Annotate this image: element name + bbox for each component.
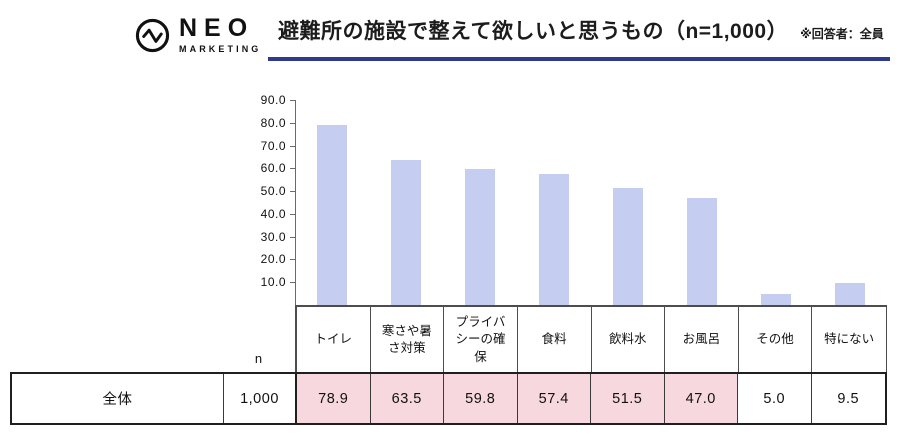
respondent-note: ※回答者：全員 [800,27,884,41]
bar-slot [369,100,443,305]
category-cell: トイレ [297,307,371,373]
brand-text: NEO MARKETING [179,14,262,55]
bar [687,197,717,305]
bar-slot [517,100,591,305]
page-title: 避難所の施設で整えて欲しいと思うもの（n=1,000） [278,20,789,43]
neo-marketing-logo: NEO MARKETING [135,16,261,54]
category-header-row: トイレ 寒さや暑さ対策 プライバシーの確保 食料 飲料水 お風呂 その他 特にない [295,305,887,373]
value-cell: 5.0 [738,374,812,423]
bar [317,125,347,305]
brand-subtitle: MARKETING [179,44,262,54]
category-cell: プライバシーの確保 [444,307,518,373]
pulse-circle-icon [135,18,170,52]
bar-chart [290,100,887,305]
y-tick-mark [290,122,295,124]
bar [465,168,495,305]
bar-slot [813,100,887,305]
y-tick-mark [290,168,295,170]
bar-slot [591,100,665,305]
value-cell: 59.8 [444,374,518,423]
y-tick-mark [290,191,295,193]
n-value-cell: 1,000 [224,374,297,423]
y-tick-label: 30.0 [260,229,286,244]
category-cell: 寒さや暑さ対策 [371,307,445,373]
value-cell: 78.9 [297,374,371,423]
y-tick-mark [290,282,295,284]
y-axis-labels: 90.0 80.0 70.0 60.0 50.0 40.0 30.0 20.0 10.0 [230,93,290,305]
y-tick-label: 20.0 [260,252,286,267]
bar [761,293,791,305]
y-tick-label: 70.0 [260,138,286,153]
bar [391,160,421,305]
y-tick-mark [290,259,295,261]
value-cell: 47.0 [664,374,738,423]
category-cell: 飲料水 [592,307,666,373]
y-tick-label: 40.0 [260,206,286,221]
bar-slot [443,100,517,305]
bar [835,283,865,305]
bars [295,100,887,305]
data-row: 全体 1,000 78.9 63.5 59.8 57.4 51.5 47.0 5.0 9.5 [10,372,887,425]
bar [539,174,569,305]
bar-slot [295,100,369,305]
y-tick-label: 10.0 [260,275,286,290]
category-cell: お風呂 [665,307,739,373]
y-axis-line [290,100,296,305]
title-block: 避難所の施設で整えて欲しいと思うもの（n=1,000） ※回答者：全員 [278,15,890,45]
n-column-header: n [254,351,263,366]
bar-slot [665,100,739,305]
value-cell: 57.4 [517,374,591,423]
category-cell: 特にない [824,332,875,347]
y-tick-label: 50.0 [260,184,286,199]
y-tick-mark [290,236,295,238]
y-tick-mark [290,145,295,147]
bar [613,187,643,305]
y-tick-label: 80.0 [260,115,286,130]
title-underline [268,57,890,61]
category-cell: 食料 [518,307,592,373]
row-label-cell: 全体 [12,374,224,423]
value-cell: 51.5 [591,374,665,423]
category-cell: その他 [739,307,813,373]
bar-slot [739,100,813,305]
brand-name: NEO [179,14,255,42]
y-tick-label: 60.0 [260,161,286,176]
y-tick-label: 90.0 [260,93,286,107]
value-cell: 9.5 [837,390,860,407]
value-cell: 63.5 [370,374,444,423]
y-tick-mark [290,213,295,215]
y-tick-mark [290,100,295,101]
